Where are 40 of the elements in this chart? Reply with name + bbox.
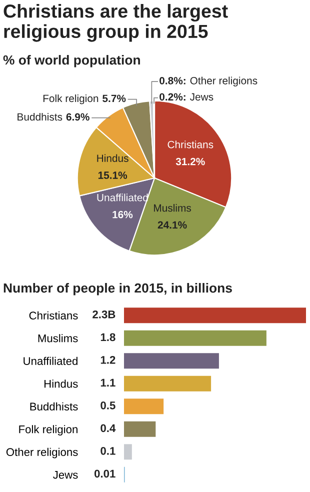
data-label: 2.3B: [92, 310, 116, 318]
data-label: 0.01: [94, 470, 116, 478]
slice-label: Christians: [168, 140, 214, 148]
bar: [124, 330, 266, 346]
data-label: 15.1%: [98, 172, 128, 179]
data-label: 5.7%: [102, 94, 126, 102]
chart-title: Christians are the largest religious group in 2015: [4, 4, 228, 42]
data-label: 31.2%: [176, 158, 205, 166]
slice-label: Unaffiliated: [97, 194, 148, 202]
chart-subtitle: % of world population: [3, 55, 140, 68]
y-tick-label: Unaffiliated: [24, 356, 78, 366]
bar: [124, 376, 212, 392]
data-label: 6.9%: [66, 113, 90, 121]
data-label: 1.8: [100, 333, 116, 342]
bar: [124, 444, 132, 460]
slice-label: Jews: [190, 93, 214, 101]
slice-label: Hindus: [97, 154, 128, 162]
data-label: 24.1%: [158, 221, 187, 229]
slice-label: Muslims: [154, 204, 191, 212]
slice-label: Other religions: [190, 76, 258, 86]
y-tick-label: Buddhists: [30, 402, 78, 411]
y-tick-label: Muslims: [38, 334, 78, 342]
data-label: 0.5: [100, 401, 116, 410]
y-tick-label: Christians: [29, 311, 78, 320]
bar: [124, 308, 306, 324]
data-label: 0.1: [100, 446, 116, 455]
y-tick-label: Jews: [53, 471, 78, 479]
y-tick-label: Folk religion: [19, 425, 78, 436]
data-label: 0.4: [100, 424, 116, 432]
data-label: 0.8%:: [160, 76, 186, 84]
data-label: 1.1: [100, 378, 116, 386]
data-label: 1.2: [100, 356, 116, 364]
bar: [124, 421, 156, 437]
bar: [124, 398, 164, 414]
y-tick-label: Hindus: [44, 380, 78, 388]
y-tick-label: Other religions: [6, 448, 78, 458]
bar: [124, 353, 219, 369]
data-label: 16%: [112, 210, 133, 218]
chart-title: Number of people in 2015, in billions: [4, 283, 232, 296]
data-label: 0.2%:: [160, 93, 186, 101]
